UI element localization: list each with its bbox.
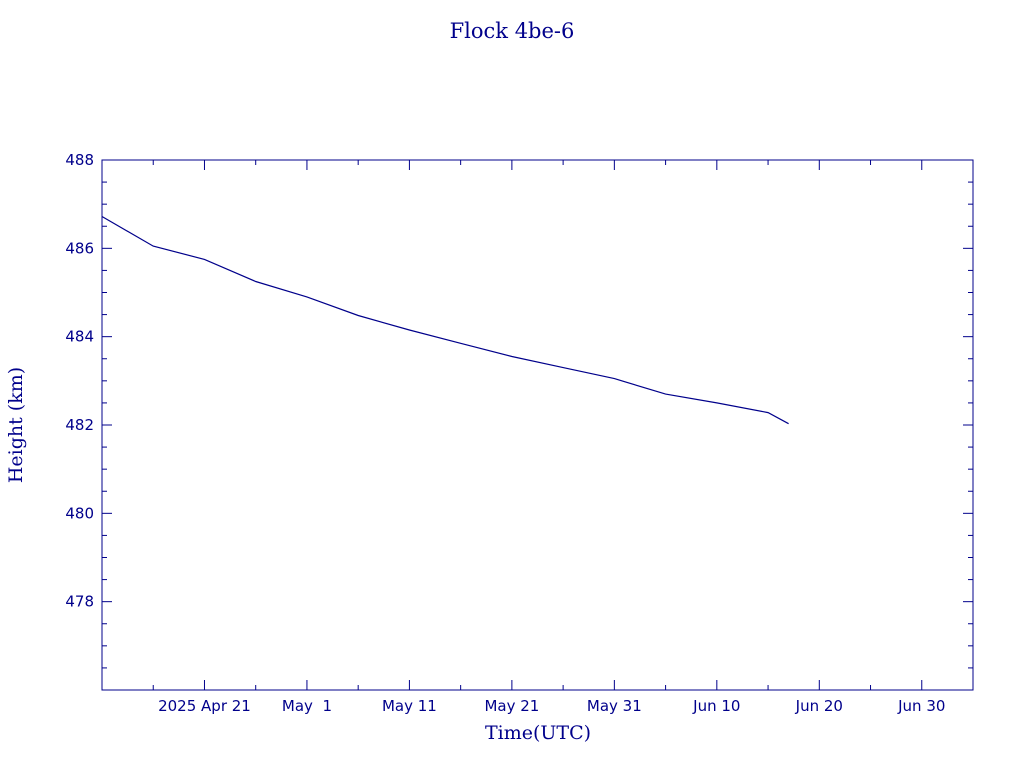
plot-area: 478 480 482 484 486 488 2025 Apr 21 May 1 May 11…: [65, 151, 974, 715]
height-series-line: [101, 215, 789, 425]
x-tick-label: May 11: [382, 697, 437, 715]
y-axis-label: Height (km): [5, 367, 27, 483]
chart-title: Flock 4be-6: [450, 19, 575, 43]
y-tick-label: 478: [65, 593, 94, 611]
x-axis-label: Time(UTC): [485, 722, 591, 744]
y-tick-label: 484: [65, 328, 94, 346]
x-tick-label: May 31: [587, 697, 642, 715]
y-tick-label: 486: [65, 239, 94, 257]
y-tick-label: 488: [65, 151, 94, 169]
plot-frame: [101, 159, 974, 691]
x-tick-label: Jun 10: [692, 697, 740, 715]
x-tick-label: Jun 20: [795, 697, 843, 715]
x-tick-label: Jun 30: [897, 697, 945, 715]
x-tick-label: May 21: [484, 697, 539, 715]
x-tick-label: 2025 Apr 21: [158, 697, 251, 715]
x-tick-label: May 1: [282, 697, 332, 715]
y-tick-label: 480: [65, 504, 94, 522]
y-tick-label: 482: [65, 416, 94, 434]
